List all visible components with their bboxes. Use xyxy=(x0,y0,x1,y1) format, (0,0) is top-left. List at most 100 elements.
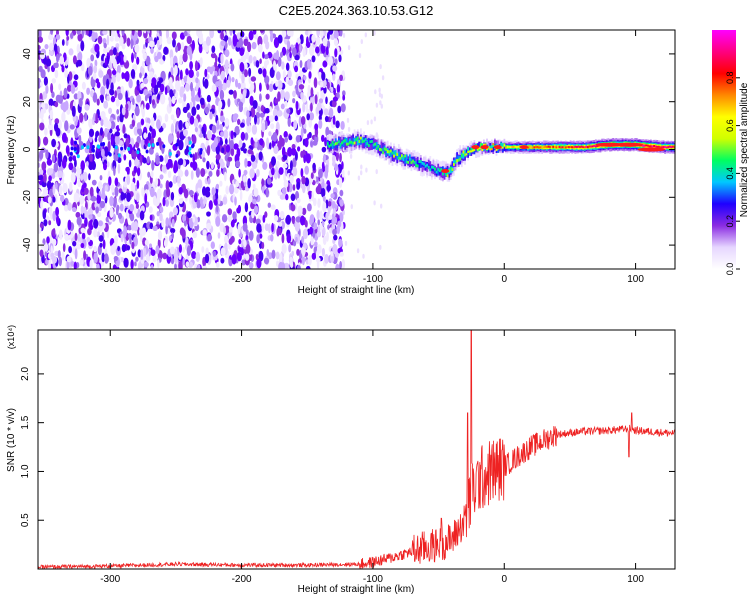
noise-blob xyxy=(73,261,77,269)
ridge-cell xyxy=(328,141,331,147)
noise-blob xyxy=(175,45,179,53)
noise-blob xyxy=(252,30,257,35)
noise-blob xyxy=(64,100,69,111)
noise-blob xyxy=(186,245,191,257)
ridge-cell xyxy=(352,137,354,144)
noise-blob xyxy=(168,235,172,242)
spectrogram-plot-area xyxy=(37,29,676,270)
noise-blob xyxy=(94,59,98,67)
ridge-cell xyxy=(662,146,665,149)
noise-blob xyxy=(68,181,73,192)
noise-blob xyxy=(268,115,275,123)
noise-blob xyxy=(304,165,310,175)
noise-blob xyxy=(317,219,321,226)
noise-blob xyxy=(258,67,263,75)
snr-y-unit: (x10⁴) xyxy=(6,325,16,349)
ridge-cell xyxy=(404,154,406,158)
noise-blob xyxy=(273,145,279,154)
noise-blob xyxy=(166,187,171,198)
x-tick-label: -100 xyxy=(363,574,383,585)
noise-blob xyxy=(232,211,237,220)
noise-blob xyxy=(266,137,269,149)
ridge-cell xyxy=(366,142,369,145)
noise-blob xyxy=(73,147,77,151)
ridge-cell xyxy=(564,146,567,149)
noise-blob xyxy=(307,84,311,94)
noise-blob xyxy=(178,244,182,253)
noise-blob xyxy=(100,86,106,97)
noise-blob xyxy=(315,46,320,54)
ridge-cell xyxy=(382,142,384,153)
ridge-cell xyxy=(339,136,342,147)
x-tick-label: 100 xyxy=(627,274,644,285)
noise-blob xyxy=(189,115,195,125)
noise-blob xyxy=(220,70,226,81)
noise-blob xyxy=(136,135,141,144)
noise-blob xyxy=(50,83,54,94)
noise-blob xyxy=(210,162,214,170)
noise-blob xyxy=(199,57,203,66)
noise-blob xyxy=(111,184,115,193)
ridge-cell xyxy=(442,172,444,176)
noise-blob xyxy=(332,73,336,81)
ridge-cell xyxy=(330,143,332,147)
spectrogram-signal-ridge xyxy=(326,128,675,182)
ridge-cell xyxy=(462,153,465,159)
noise-blob xyxy=(381,75,385,81)
ridge-cell xyxy=(560,146,562,149)
noise-blob xyxy=(88,173,91,181)
noise-blob xyxy=(38,36,43,43)
noise-blob xyxy=(70,84,76,94)
noise-blob xyxy=(290,193,296,202)
ridge-cell xyxy=(528,145,531,148)
noise-blob xyxy=(274,98,279,104)
noise-blob xyxy=(151,99,156,106)
noise-blob xyxy=(92,72,97,80)
ridge-cell xyxy=(594,145,597,148)
noise-blob xyxy=(303,75,307,81)
noise-blob xyxy=(119,36,124,47)
noise-blob xyxy=(143,89,149,96)
ridge-cell xyxy=(561,146,564,149)
ridge-cell xyxy=(360,139,362,145)
ridge-cell xyxy=(367,138,370,144)
ridge-cell xyxy=(367,144,370,147)
noise-blob xyxy=(100,142,104,147)
ridge-cell xyxy=(654,145,657,148)
ridge-cell xyxy=(391,151,394,155)
ridge-cell xyxy=(446,170,449,177)
noise-blob xyxy=(259,93,262,102)
noise-blob xyxy=(47,196,52,204)
noise-blob xyxy=(244,158,248,168)
noise-blob xyxy=(283,179,289,188)
noise-blob xyxy=(169,246,175,255)
ridge-cell xyxy=(416,160,419,167)
noise-blob xyxy=(335,263,340,269)
colorbar-tick-label: 0.6 xyxy=(725,119,735,132)
noise-blob xyxy=(215,81,221,87)
ridge-peak xyxy=(520,145,528,150)
ridge-cell xyxy=(437,167,440,171)
noise-blob xyxy=(342,90,346,97)
noise-blob xyxy=(319,210,323,221)
noise-blob xyxy=(309,226,314,235)
noise-blob xyxy=(52,227,56,237)
noise-blob xyxy=(136,150,140,155)
noise-blob xyxy=(168,96,172,108)
noise-blob xyxy=(115,206,119,216)
noise-blob xyxy=(220,53,224,65)
noise-blob xyxy=(229,30,233,36)
noise-blob xyxy=(296,197,301,204)
noise-blob xyxy=(318,98,324,104)
ridge-cell xyxy=(484,143,487,146)
noise-blob xyxy=(90,77,96,88)
ridge-cell xyxy=(646,144,649,147)
noise-blob xyxy=(263,257,270,265)
noise-blob xyxy=(216,169,220,177)
ridge-cell xyxy=(657,145,660,148)
noise-blob xyxy=(45,58,52,67)
noise-blob xyxy=(256,234,260,244)
noise-blob xyxy=(101,252,105,263)
noise-blob xyxy=(300,92,304,100)
ridge-cell xyxy=(331,143,334,149)
